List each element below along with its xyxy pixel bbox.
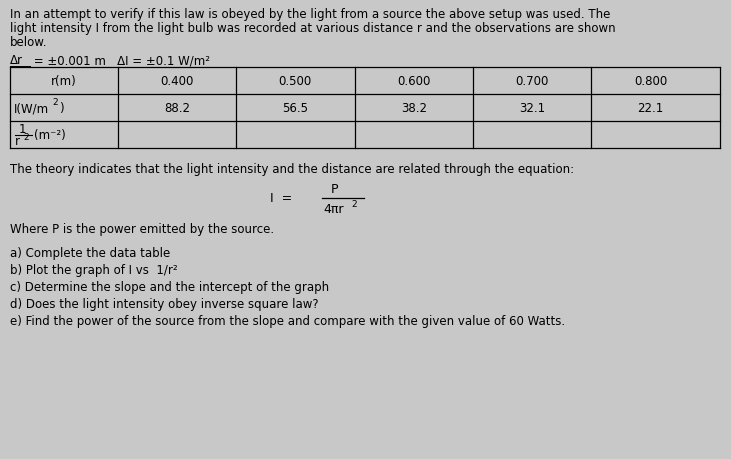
Text: ): ) — [59, 102, 64, 115]
Text: 56.5: 56.5 — [282, 102, 308, 115]
Text: r: r — [15, 134, 20, 148]
Text: below.: below. — [10, 36, 47, 49]
Text: 2: 2 — [23, 133, 29, 142]
Text: In an attempt to verify if this law is obeyed by the light from a source the abo: In an attempt to verify if this law is o… — [10, 8, 610, 21]
Text: Where P is the power emitted by the source.: Where P is the power emitted by the sour… — [10, 223, 273, 235]
Text: (m⁻²): (m⁻²) — [34, 129, 65, 142]
Text: 32.1: 32.1 — [519, 102, 545, 115]
Text: b) Plot the graph of I vs  1/r²: b) Plot the graph of I vs 1/r² — [10, 263, 177, 276]
Text: r(m): r(m) — [50, 75, 77, 88]
Text: 2: 2 — [352, 200, 357, 208]
Text: 88.2: 88.2 — [164, 102, 190, 115]
Text: I  =: I = — [270, 192, 292, 205]
Text: = ±0.001 m   ΔI = ±0.1 W/m²: = ±0.001 m ΔI = ±0.1 W/m² — [30, 54, 210, 67]
Text: 1: 1 — [19, 122, 26, 135]
Text: Δr: Δr — [10, 54, 23, 67]
Text: 22.1: 22.1 — [637, 102, 664, 115]
Text: e) Find the power of the source from the slope and compare with the given value : e) Find the power of the source from the… — [10, 314, 564, 327]
Text: 0.600: 0.600 — [397, 75, 431, 88]
Text: 4πr: 4πr — [323, 202, 344, 215]
Text: P: P — [331, 183, 338, 196]
Text: c) Determine the slope and the intercept of the graph: c) Determine the slope and the intercept… — [10, 280, 329, 293]
Text: 0.700: 0.700 — [515, 75, 549, 88]
Text: 38.2: 38.2 — [401, 102, 427, 115]
Text: 2: 2 — [52, 98, 58, 107]
Text: light intensity I from the light bulb was recorded at various distance r and the: light intensity I from the light bulb wa… — [10, 22, 615, 35]
Text: The theory indicates that the light intensity and the distance are related throu: The theory indicates that the light inte… — [10, 162, 574, 176]
Text: 0.500: 0.500 — [279, 75, 312, 88]
Text: d) Does the light intensity obey inverse square law?: d) Does the light intensity obey inverse… — [10, 297, 318, 310]
Text: I(W/m: I(W/m — [14, 102, 49, 115]
Text: 0.800: 0.800 — [634, 75, 667, 88]
Text: 0.400: 0.400 — [160, 75, 194, 88]
Text: a) Complete the data table: a) Complete the data table — [10, 246, 170, 259]
